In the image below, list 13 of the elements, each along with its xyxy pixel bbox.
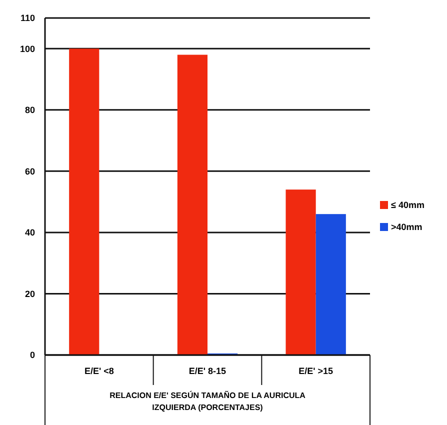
y-tick-label: 20 (24, 288, 35, 299)
x-tick-label: E/E' <8 (84, 366, 114, 376)
legend-label: ≤ 40mm (391, 200, 424, 210)
y-tick-label: 40 (24, 228, 35, 238)
y-tick-label: 0 (30, 350, 35, 360)
x-tick-label: E/E' >15 (298, 366, 334, 376)
x-axis-title: RELACION E/E' SEGÚN TAMAÑO DE LA AURICULA IZQUIERDA (PORCENTAJES) (110, 390, 306, 412)
y-tick-label: 80 (24, 105, 35, 116)
y-tick-label: 60 (24, 166, 35, 176)
y-tick-label: 100 (20, 44, 35, 54)
x-tick-label: E/E' 8-15 (188, 366, 226, 376)
y-tick-label: 110 (20, 13, 35, 24)
legend-label: >40mm (391, 222, 422, 232)
